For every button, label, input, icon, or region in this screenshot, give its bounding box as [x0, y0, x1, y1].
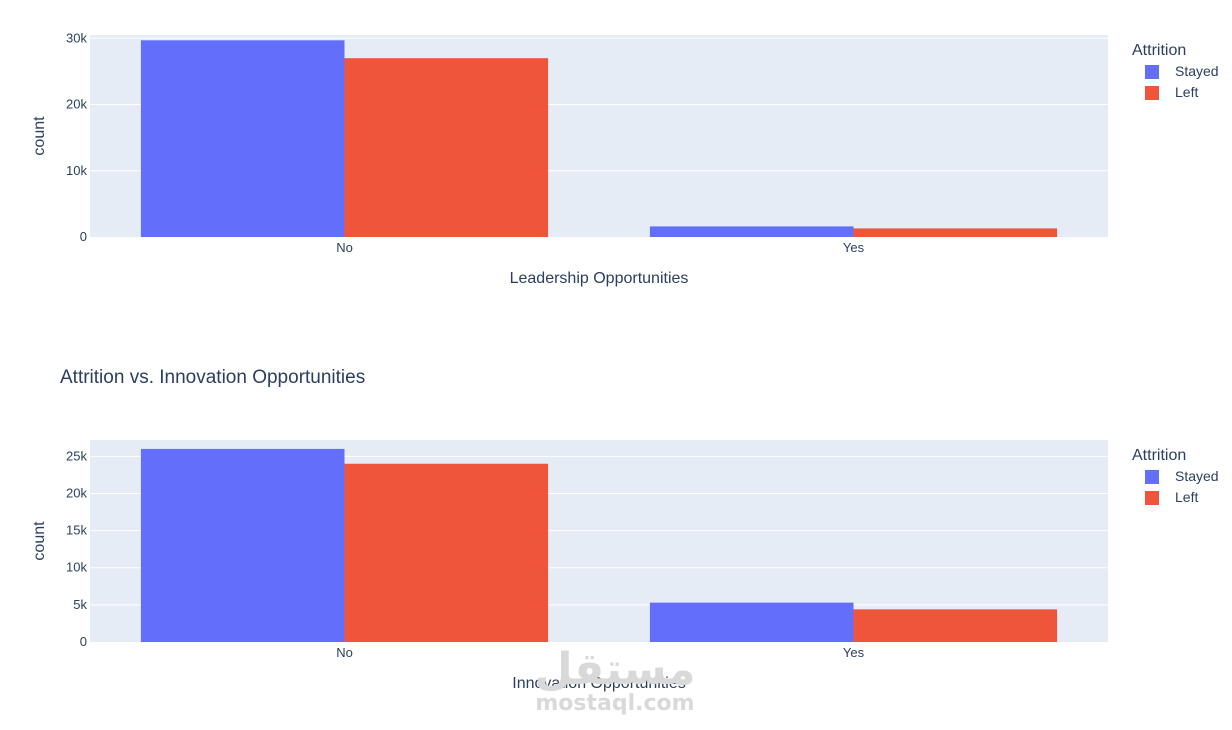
bar-stayed-yes — [649, 602, 854, 642]
legend-swatch-left — [1145, 86, 1159, 100]
y-tick-label: 5k — [73, 597, 87, 612]
legend-swatch-stayed — [1145, 65, 1159, 79]
x-tick-label: No — [336, 240, 353, 255]
y-tick-label: 15k — [66, 523, 87, 538]
bar-stayed-no — [140, 448, 345, 642]
x-tick-label: Yes — [843, 645, 865, 660]
legend-title: Attrition — [1132, 447, 1186, 464]
bar-left-yes — [853, 228, 1058, 237]
watermark-arabic-text: مستقل — [535, 644, 696, 695]
y-axis-title: count — [31, 116, 48, 156]
leadership-chart: 0 10k 20k 30k No Yes Leadership Opportunities c… — [31, 30, 1219, 287]
bar-left-no — [344, 58, 549, 237]
y-tick-label: 25k — [66, 448, 87, 463]
watermark-latin-text: mostaql.com — [535, 691, 694, 716]
chart-title: Attrition vs. Innovation Opportunities — [60, 367, 365, 388]
innovation-chart: 0 5k 10k 15k 20k 25k No Yes Innovation Opportuni… — [31, 367, 1219, 692]
legend-label-stayed: Stayed — [1175, 63, 1219, 79]
y-tick-label: 30k — [66, 30, 87, 45]
x-axis-title: Leadership Opportunities — [510, 270, 689, 287]
bar-left-yes — [853, 609, 1058, 642]
y-tick-label: 20k — [66, 97, 87, 112]
y-tick-label: 10k — [66, 163, 87, 178]
y-tick-label: 0 — [80, 634, 87, 649]
y-tick-label: 20k — [66, 485, 87, 500]
bar-left-no — [344, 463, 549, 642]
legend-label-left: Left — [1175, 84, 1198, 100]
legend-swatch-left — [1145, 491, 1159, 505]
y-tick-label: 10k — [66, 560, 87, 575]
legend-label-left: Left — [1175, 489, 1198, 505]
legend-swatch-stayed — [1145, 470, 1159, 484]
y-tick-label: 0 — [80, 229, 87, 244]
legend-label-stayed: Stayed — [1175, 468, 1219, 484]
legend-title: Attrition — [1132, 42, 1186, 59]
bar-stayed-yes — [649, 226, 854, 237]
x-axis-title: Innovation Opportunities — [512, 675, 685, 692]
y-axis-title: count — [31, 521, 48, 561]
x-tick-label: No — [336, 645, 353, 660]
x-tick-label: Yes — [843, 240, 865, 255]
bar-stayed-no — [140, 40, 345, 238]
watermark: مستقل mostaql.com — [535, 644, 696, 716]
